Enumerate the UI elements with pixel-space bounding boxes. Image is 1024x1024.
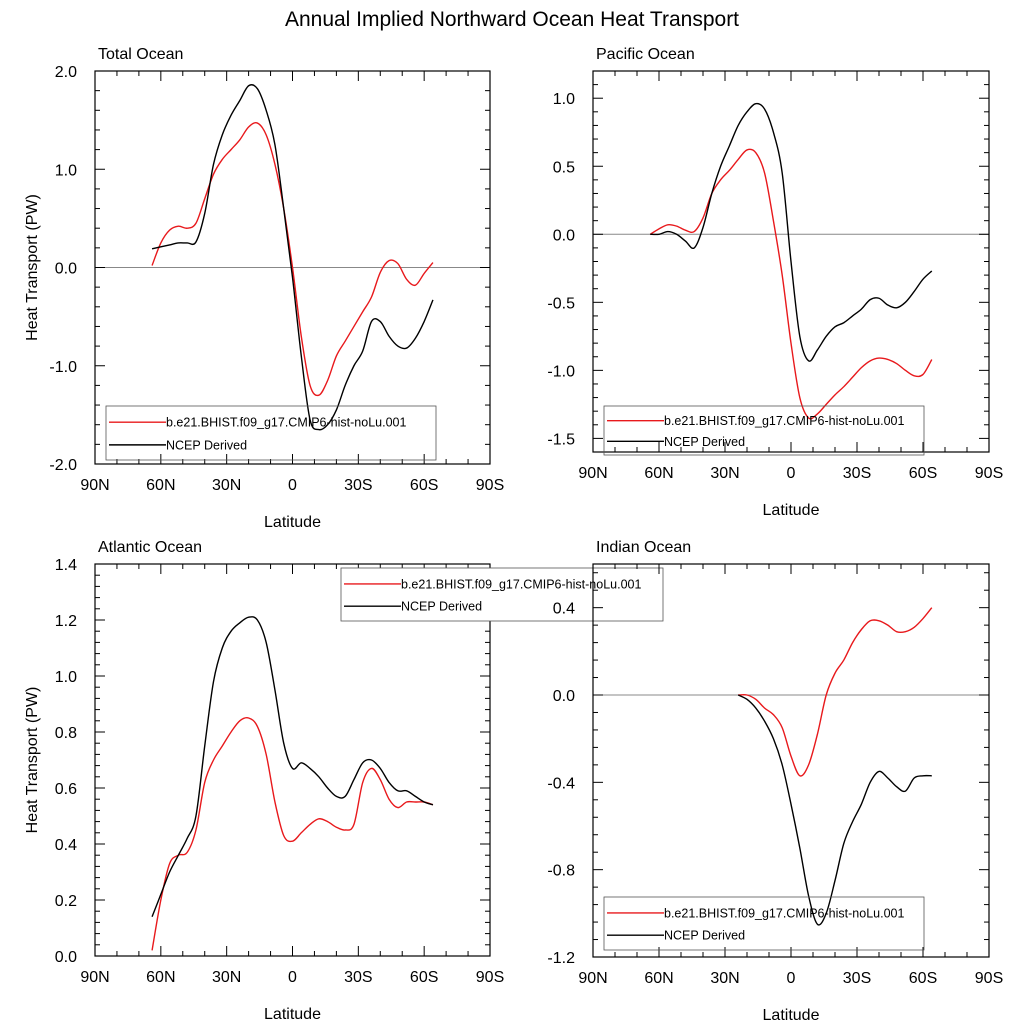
atlantic-ocean-x-tick-label: 60S [410,969,438,986]
indian-ocean-legend-box [603,896,925,951]
indian-ocean-y-tick-label: 0.4 [553,601,575,618]
pacific-ocean-legend-model-label: b.e21.BHIST.f09_g17.CMIP6-hist-noLu.001 [664,414,904,428]
indian-ocean-y-tick-label: 0.0 [553,688,575,705]
indian-ocean-y-tick-label: -1.2 [547,950,575,967]
atlantic-ocean-x-tick-label: 60N [146,969,175,986]
atlantic-ocean-x-tick-label: 90S [476,969,504,986]
pacific-ocean-ncep-series-line [650,102,933,362]
atlantic-ocean-x-tick-label: 30S [344,969,372,986]
atlantic-ocean-y-tick-label: 0.8 [55,725,77,742]
pacific-ocean-legend: b.e21.BHIST.f09_g17.CMIP6-hist-noLu.001 N… [603,405,925,456]
total-ocean-ncep-series-line [151,84,434,431]
pacific-ocean-x-tick-label: 90S [975,465,1003,482]
total-ocean-x-tick-label: 90S [476,477,504,494]
pacific-ocean-x-tick-label: 0 [787,465,796,482]
indian-ocean-x-tick-label: 90N [578,970,607,987]
atlantic-ocean-title: Atlantic Ocean [98,539,202,556]
total-ocean-y-tick-label: 2.0 [55,64,77,81]
total-ocean-legend-box [105,405,437,461]
atlantic-ocean-x-tick-label: 30N [212,969,241,986]
total-ocean-y-tick-label: 1.0 [55,162,77,179]
total-ocean-y-tick-label: -1.0 [49,359,77,376]
pacific-ocean-plot-frame [592,70,990,453]
atlantic-ocean-model-series-line [151,717,434,951]
atlantic-ocean-legend: b.e21.BHIST.f09_g17.CMIP6-hist-noLu.001 N… [340,567,664,622]
atlantic-ocean-y-tick-label: 0.0 [55,949,77,966]
indian-ocean-panel: Indian Ocean 90N 60N 30N 0 30S 60S 90S -1.2 -0.8 -… [547,539,1003,1024]
total-ocean-plot-frame [94,70,491,465]
pacific-ocean-panel: Pacific Ocean 90N 60N 30N 0 30S 60S 90S -1.5 -1.0… [547,46,1003,519]
pacific-ocean-y-tick-label: 0.5 [553,159,575,176]
atlantic-ocean-y-tick-label: 0.6 [55,781,77,798]
indian-ocean-legend-model-label: b.e21.BHIST.f09_g17.CMIP6-hist-noLu.001 [664,906,904,920]
indian-ocean-x-tick-label: 60N [644,970,673,987]
figure-title: Annual Implied Northward Ocean Heat Tran… [285,8,739,31]
indian-ocean-x-tick-label: 0 [787,970,796,987]
pacific-ocean-y-tick-label: 0.0 [553,227,575,244]
indian-ocean-y-tick-label: -0.8 [547,863,575,880]
total-ocean-model-series-line [151,122,434,397]
indian-ocean-x-tick-label: 30N [710,970,739,987]
pacific-ocean-x-tick-label: 60S [909,465,937,482]
pacific-ocean-y-tick-label: 1.0 [553,91,575,108]
atlantic-ocean-y-tick-label: 0.2 [55,893,77,910]
atlantic-ocean-y-axis-label: Heat Transport (PW) [24,687,41,834]
total-ocean-panel: Total Ocean 90N 60N 30N 0 30S 60S 90S -2.0 -1.0 0.… [24,46,504,531]
pacific-ocean-x-tick-label: 30N [710,465,739,482]
indian-ocean-x-axis-label: Latitude [763,1007,820,1024]
total-ocean-legend: b.e21.BHIST.f09_g17.CMIP6-hist-noLu.001 N… [105,405,437,461]
total-ocean-y-tick-label: -2.0 [49,457,77,474]
pacific-ocean-y-tick-label: -0.5 [547,295,575,312]
atlantic-ocean-legend-model-label: b.e21.BHIST.f09_g17.CMIP6-hist-noLu.001 [401,577,641,591]
atlantic-ocean-y-tick-label: 1.2 [55,613,77,630]
atlantic-ocean-plot-frame [94,563,491,957]
total-ocean-title: Total Ocean [98,46,183,63]
atlantic-ocean-x-axis-label: Latitude [264,1006,321,1023]
atlantic-ocean-panel: Atlantic Ocean 90N 60N 30N 0 30S 60S 90S 0.0 0.2 0… [24,539,664,1023]
indian-ocean-x-tick-label: 90S [975,970,1003,987]
atlantic-ocean-legend-box [340,567,664,622]
atlantic-ocean-y-tick-label: 1.0 [55,669,77,686]
pacific-ocean-y-tick-label: -1.5 [547,431,575,448]
total-ocean-y-axis-label: Heat Transport (PW) [24,194,41,341]
atlantic-ocean-x-tick-label: 90N [80,969,109,986]
total-ocean-x-tick-label: 30N [212,477,241,494]
atlantic-ocean-x-tick-label: 0 [288,969,297,986]
indian-ocean-title: Indian Ocean [596,539,691,556]
pacific-ocean-x-tick-label: 90N [578,465,607,482]
pacific-ocean-model-series-line [649,148,933,420]
total-ocean-x-tick-label: 30S [344,477,372,494]
total-ocean-x-axis-label: Latitude [264,514,321,531]
pacific-ocean-x-tick-label: 60N [644,465,673,482]
total-ocean-legend-model-label: b.e21.BHIST.f09_g17.CMIP6-hist-noLu.001 [166,416,406,430]
indian-ocean-x-tick-label: 30S [843,970,871,987]
indian-ocean-ncep-series-line [737,694,932,926]
atlantic-ocean-legend-ncep-label: NCEP Derived [401,600,482,614]
pacific-ocean-legend-ncep-label: NCEP Derived [664,435,745,449]
indian-ocean-legend-ncep-label: NCEP Derived [664,929,745,943]
indian-ocean-plot-frame [592,563,990,958]
indian-ocean-model-series-line [738,607,933,777]
pacific-ocean-x-axis-label: Latitude [763,502,820,519]
atlantic-ocean-y-tick-label: 0.4 [55,837,77,854]
pacific-ocean-x-tick-label: 30S [843,465,871,482]
pacific-ocean-y-tick-label: -1.0 [547,363,575,380]
total-ocean-y-tick-label: 0.0 [55,261,77,278]
pacific-ocean-title: Pacific Ocean [596,46,695,63]
indian-ocean-legend: b.e21.BHIST.f09_g17.CMIP6-hist-noLu.001 N… [603,896,925,951]
total-ocean-x-tick-label: 60N [146,477,175,494]
indian-ocean-y-tick-label: -0.4 [547,775,575,792]
total-ocean-x-tick-label: 90N [80,477,109,494]
indian-ocean-x-tick-label: 60S [909,970,937,987]
total-ocean-legend-ncep-label: NCEP Derived [166,438,247,452]
pacific-ocean-legend-box [603,405,925,456]
atlantic-ocean-ncep-series-line [151,616,434,918]
total-ocean-x-tick-label: 0 [288,477,297,494]
atlantic-ocean-y-tick-label: 1.4 [55,557,77,574]
total-ocean-x-tick-label: 60S [410,477,438,494]
